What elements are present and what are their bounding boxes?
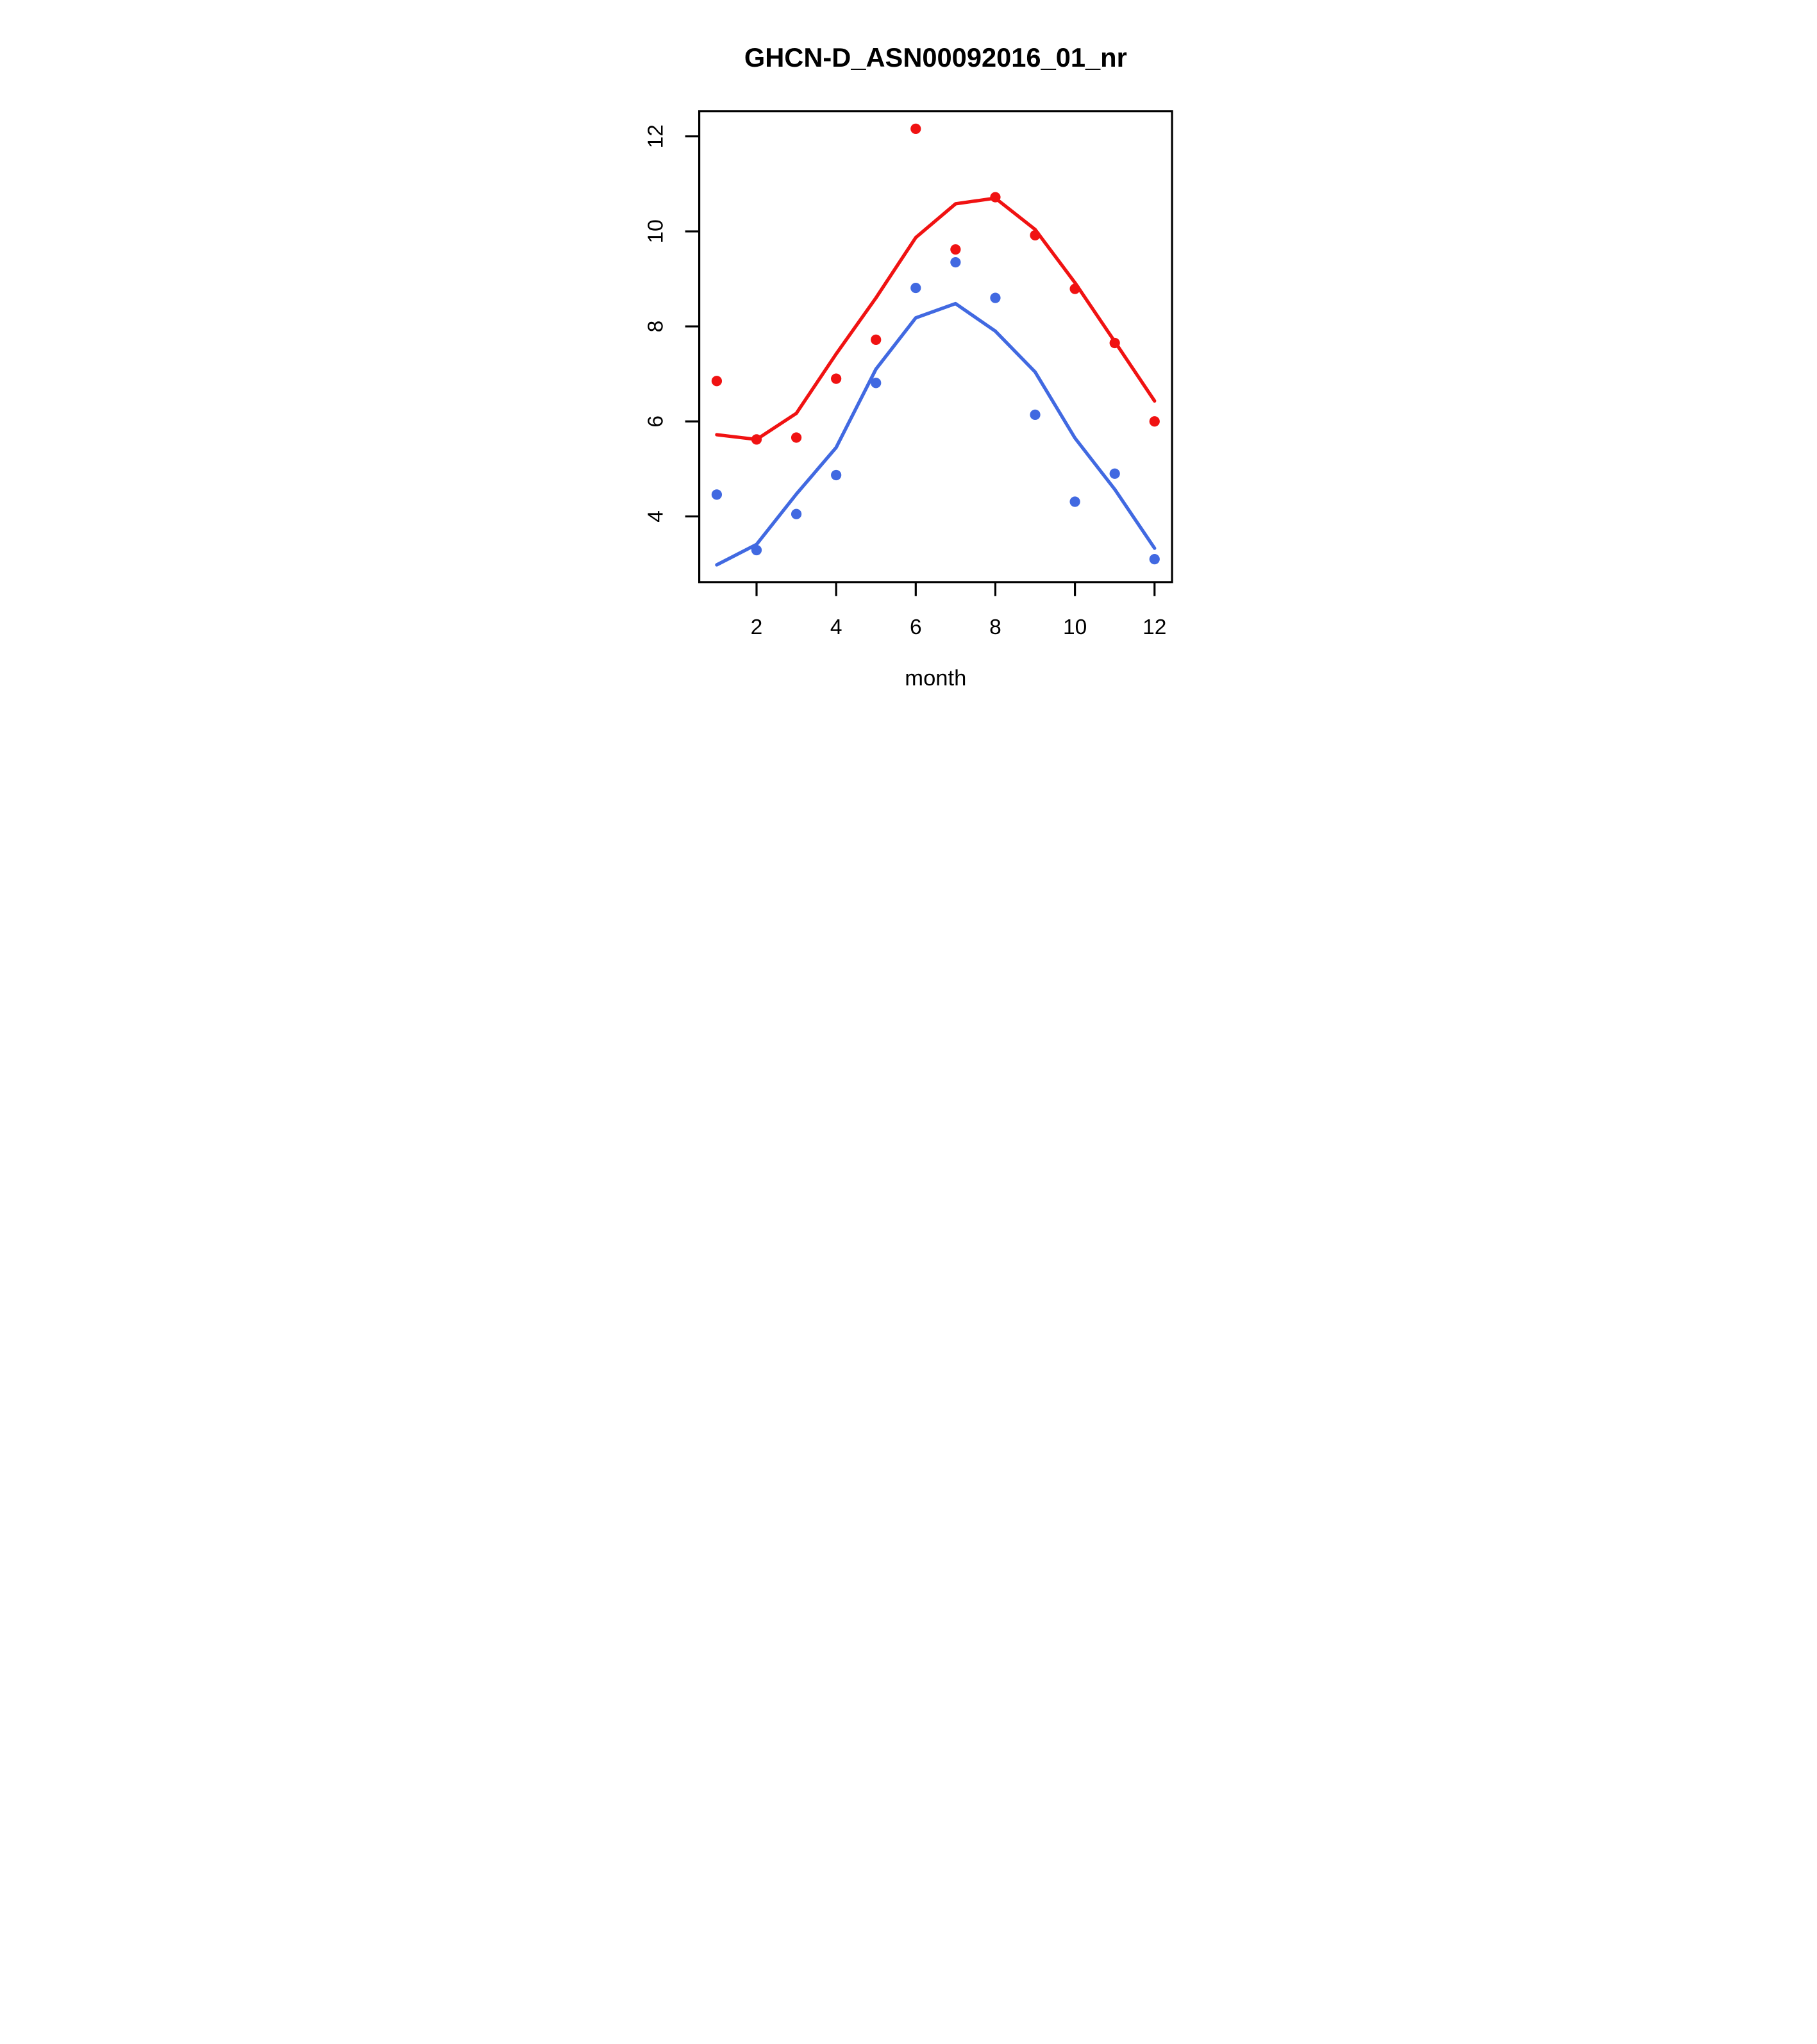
blue-point: [1149, 553, 1160, 565]
red-point: [910, 123, 921, 134]
red-point: [871, 334, 882, 345]
blue-point: [871, 378, 882, 389]
red-point: [950, 244, 961, 255]
blue-smooth-line: [715, 301, 1157, 567]
blue-point: [990, 292, 1001, 303]
red-point: [711, 376, 723, 387]
y-axis: 4 6 8 10 12: [644, 124, 699, 523]
y-tick-label: 10: [644, 219, 667, 243]
y-tick-label: 8: [644, 321, 667, 333]
x-tick-label: 4: [830, 616, 842, 639]
plot-area: [711, 123, 1160, 567]
chart-background: [588, 0, 1229, 721]
x-tick-label: 12: [1143, 616, 1166, 639]
x-tick-label: 6: [910, 616, 922, 639]
x-tick-label: 10: [1063, 616, 1087, 639]
red-point: [990, 192, 1001, 203]
red-point: [1109, 337, 1120, 349]
blue-point: [1069, 496, 1080, 507]
x-axis-label: month: [905, 666, 966, 691]
chart-title: GHCN-D_ASN00092016_01_nr: [744, 42, 1127, 72]
red-point: [1069, 283, 1080, 294]
y-tick-label: 4: [644, 510, 667, 523]
red-point: [791, 432, 802, 443]
red-point: [1030, 230, 1041, 240]
figure: GHCN-D_ASN00092016_01_nr 2 4 6 8 10 12 4 6 8 10 1…: [588, 0, 1229, 721]
y-tick-label: 6: [644, 415, 667, 428]
blue-point: [791, 508, 802, 519]
x-tick-label: 2: [751, 616, 763, 639]
red-point: [831, 373, 842, 384]
blue-point: [831, 469, 842, 481]
blue-point: [910, 282, 921, 294]
red-point: [1149, 416, 1160, 427]
x-axis: 2 4 6 8 10 12: [751, 582, 1166, 639]
blue-point: [1030, 409, 1041, 421]
blue-point: [1109, 468, 1120, 479]
y-tick-label: 12: [644, 124, 667, 148]
blue-point: [711, 489, 723, 500]
x-tick-label: 8: [989, 616, 1001, 639]
blue-point: [950, 256, 961, 268]
blue-point: [751, 544, 762, 556]
red-smooth-line: [715, 196, 1157, 442]
plot-border: [698, 110, 1173, 583]
chart-canvas: GHCN-D_ASN00092016_01_nr 2 4 6 8 10 12 4 6 8 10 1…: [588, 0, 1229, 721]
red-point: [751, 434, 762, 445]
